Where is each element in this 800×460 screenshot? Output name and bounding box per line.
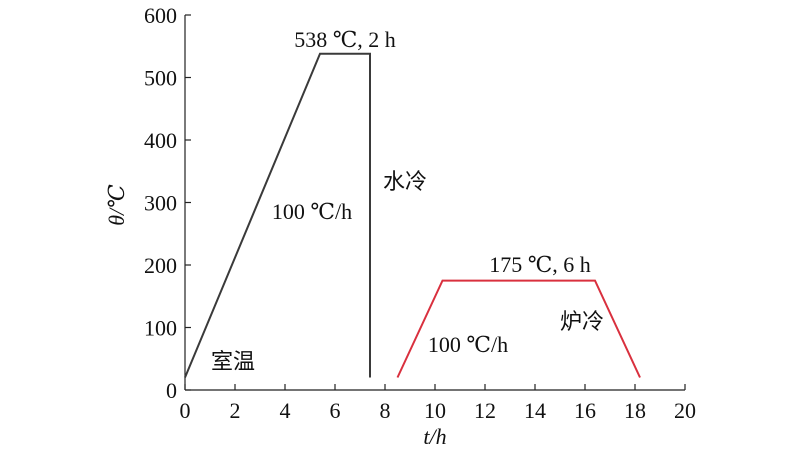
x-tick-label: 12 (474, 398, 496, 423)
x-tick-label: 6 (330, 398, 341, 423)
annotation: 538 ℃, 2 h (294, 27, 396, 52)
x-tick-label: 2 (230, 398, 241, 423)
y-tick-label: 200 (144, 253, 177, 278)
annotation: 100 ℃/h (272, 199, 352, 224)
y-tick-label: 600 (144, 3, 177, 28)
line-series (184, 52, 371, 378)
annotation: 水冷 (383, 169, 427, 194)
y-tick-label: 300 (144, 191, 177, 216)
x-tick-label: 0 (180, 398, 191, 423)
line-series (396, 279, 641, 378)
y-tick-label: 100 (144, 316, 177, 341)
annotation: 175 ℃, 6 h (489, 252, 591, 277)
x-tick-label: 10 (424, 398, 446, 423)
annotation: 室温 (211, 349, 255, 374)
y-tick-label: 0 (166, 378, 177, 403)
x-tick-label: 14 (524, 398, 546, 423)
y-tick-label: 500 (144, 66, 177, 91)
x-axis-label: t/h (423, 424, 446, 449)
x-tick-label: 16 (574, 398, 596, 423)
x-tick-label: 4 (280, 398, 291, 423)
y-axis-label: θ/℃ (104, 184, 129, 226)
y-tick-label: 400 (144, 128, 177, 153)
annotation: 炉冷 (560, 309, 604, 334)
x-tick-label: 20 (674, 398, 696, 423)
x-tick-label: 8 (380, 398, 391, 423)
x-tick-label: 18 (624, 398, 646, 423)
annotation: 100 ℃/h (428, 332, 508, 357)
